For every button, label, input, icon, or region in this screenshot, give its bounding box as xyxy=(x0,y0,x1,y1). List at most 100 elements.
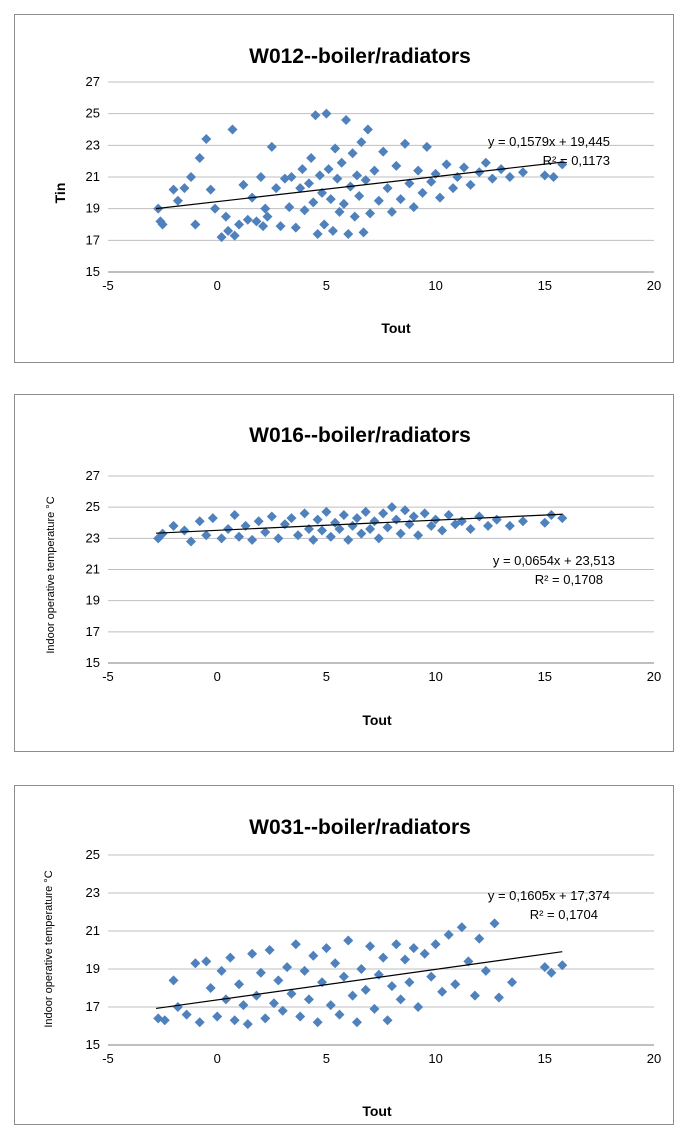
data-point xyxy=(373,195,384,206)
data-point xyxy=(234,531,245,542)
data-point xyxy=(334,523,345,534)
data-point xyxy=(351,1017,362,1028)
data-point xyxy=(426,971,437,982)
x-tick-label: 15 xyxy=(538,278,552,293)
chart-panel-w016: W016--boiler/radiators 15 17 19 21 23 25 27 -5… xyxy=(14,394,674,752)
data-point xyxy=(360,984,371,995)
data-point xyxy=(258,221,269,232)
data-point xyxy=(229,230,240,241)
data-point xyxy=(325,1000,336,1011)
data-point xyxy=(260,203,271,214)
data-point xyxy=(373,969,384,980)
data-point xyxy=(319,219,330,230)
data-point xyxy=(330,143,341,154)
trendline xyxy=(156,513,563,534)
data-point xyxy=(386,502,397,513)
y-axis-title: Tin xyxy=(52,183,68,204)
data-point xyxy=(290,222,301,233)
x-tick-label: 5 xyxy=(323,669,330,684)
data-point xyxy=(268,998,279,1009)
x-tick-label: 20 xyxy=(647,669,661,684)
data-points xyxy=(153,502,568,547)
data-point xyxy=(185,172,196,182)
data-point xyxy=(168,520,179,531)
data-point xyxy=(260,1013,271,1024)
x-tick-label: -5 xyxy=(102,669,114,684)
data-point xyxy=(238,179,249,190)
data-point xyxy=(395,994,406,1005)
data-point xyxy=(264,945,275,955)
data-point xyxy=(262,211,273,222)
data-point xyxy=(343,534,354,545)
data-point xyxy=(295,1011,306,1022)
data-point xyxy=(312,514,323,525)
data-point xyxy=(356,964,367,974)
y-tick-label: 21 xyxy=(86,562,100,577)
data-point xyxy=(153,533,164,544)
data-points xyxy=(153,918,568,1030)
data-point xyxy=(369,1003,380,1014)
trendline xyxy=(155,161,563,210)
data-point xyxy=(172,195,183,206)
data-point xyxy=(539,962,550,973)
data-point xyxy=(448,183,459,194)
data-point xyxy=(299,205,310,216)
data-point xyxy=(194,1017,205,1028)
data-point xyxy=(456,516,467,527)
data-point xyxy=(312,229,323,239)
data-point xyxy=(489,918,500,929)
data-point xyxy=(386,206,397,217)
data-point xyxy=(308,534,319,545)
y-tick-label: 23 xyxy=(86,885,100,900)
x-tick-label: 15 xyxy=(538,1051,552,1066)
data-point xyxy=(185,536,196,547)
x-tick-label: 15 xyxy=(538,669,552,684)
data-point xyxy=(430,939,441,950)
chart-panel-w012: W012--boiler/radiators 15 17 19 21 23 25 27 -5… xyxy=(14,14,674,363)
data-point xyxy=(157,528,168,539)
data-point xyxy=(260,527,271,538)
x-tick-label: 5 xyxy=(323,1051,330,1066)
trendline-path xyxy=(155,161,563,210)
data-point xyxy=(216,533,227,544)
trendline xyxy=(155,951,563,1010)
grid-lines xyxy=(108,81,654,273)
data-point xyxy=(247,948,258,959)
trendline-path xyxy=(155,951,563,1010)
y-tick-label: 15 xyxy=(86,264,100,279)
data-point xyxy=(391,160,402,171)
data-point xyxy=(293,530,304,541)
grid-lines xyxy=(108,854,654,1046)
data-point xyxy=(282,962,293,973)
data-point xyxy=(194,516,205,527)
data-point xyxy=(347,990,358,1001)
data-point xyxy=(216,232,227,243)
data-point xyxy=(229,509,240,520)
data-point xyxy=(172,1002,183,1012)
data-points xyxy=(153,108,568,243)
y-tick-label: 19 xyxy=(86,593,100,608)
data-point xyxy=(504,172,515,182)
data-point xyxy=(229,1015,240,1026)
data-point xyxy=(465,523,476,534)
data-point xyxy=(426,520,437,531)
data-point xyxy=(474,167,485,178)
data-point xyxy=(190,958,201,969)
data-point xyxy=(255,172,266,182)
data-point xyxy=(234,219,245,230)
data-point xyxy=(240,520,251,531)
data-point xyxy=(242,1019,253,1030)
x-tick-label: 0 xyxy=(214,669,221,684)
data-point xyxy=(408,202,419,213)
x-tick-label: -5 xyxy=(102,278,114,293)
x-axis-title: Tout xyxy=(362,712,392,728)
data-point xyxy=(493,992,504,1003)
y-tick-label: 21 xyxy=(86,169,100,184)
data-point xyxy=(312,1017,323,1028)
data-point xyxy=(303,994,314,1005)
data-point xyxy=(205,184,216,195)
x-tick-labels: -5 0 5 10 15 20 xyxy=(102,1051,661,1066)
data-point xyxy=(277,1005,288,1016)
data-point xyxy=(539,517,550,528)
r-squared-label: R² = 0,1708 xyxy=(535,572,603,587)
